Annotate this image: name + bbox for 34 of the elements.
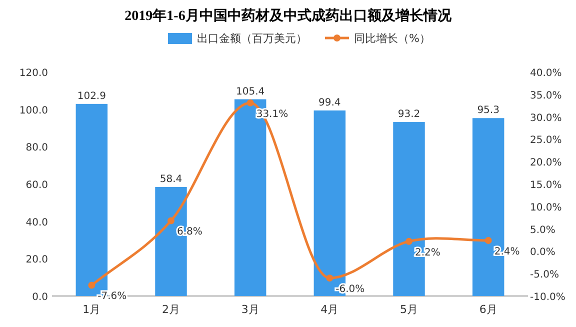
y-tick: 60.0 — [26, 180, 48, 191]
data-label: 99.4 — [318, 97, 341, 108]
x-tick: 1月 — [82, 303, 101, 316]
x-tick: 4月 — [320, 303, 339, 316]
x-tick: 3月 — [241, 303, 260, 316]
y2-tick: 10.0% — [530, 202, 562, 214]
x-tick: 2月 — [162, 303, 180, 316]
y2-tick: 0.0% — [530, 247, 556, 258]
y2-tick: -5.0% — [530, 270, 560, 281]
y-tick: 0.0 — [32, 292, 48, 303]
title: 2019年1-6月中国中药材及中式成药出口额及增长情况 — [124, 9, 452, 24]
y2-tick: -10.0% — [530, 292, 566, 303]
x-tick: 6月 — [479, 303, 498, 316]
y-tick: 100.0 — [19, 105, 48, 116]
y-tick: 20.0 — [26, 254, 48, 266]
data-label: 93.2 — [398, 109, 420, 120]
x-tick: 5月 — [400, 303, 418, 316]
data-label: 95.3 — [477, 105, 500, 116]
y2-tick: 30.0% — [530, 112, 562, 124]
y-tick: 120.0 — [19, 68, 48, 79]
y2-tick: 15.0% — [530, 180, 562, 191]
legend-label: 出口金额（百万美元） — [197, 32, 307, 45]
y2-tick: 35.0% — [530, 90, 562, 102]
y2-tick: 40.0% — [530, 68, 562, 79]
y-tick: 80.0 — [26, 142, 48, 154]
y2-tick: 25.0% — [530, 135, 562, 146]
y-tick: 40.0 — [26, 217, 48, 228]
y2-tick: 5.0% — [530, 224, 556, 236]
data-label: 105.4 — [236, 86, 265, 98]
y2-tick: 20.0% — [530, 158, 562, 169]
legend-label: 同比增长（%） — [354, 32, 430, 45]
data-label: 58.4 — [160, 174, 182, 185]
data-label: 102.9 — [77, 90, 106, 102]
data-label: -7.6% — [98, 291, 127, 302]
